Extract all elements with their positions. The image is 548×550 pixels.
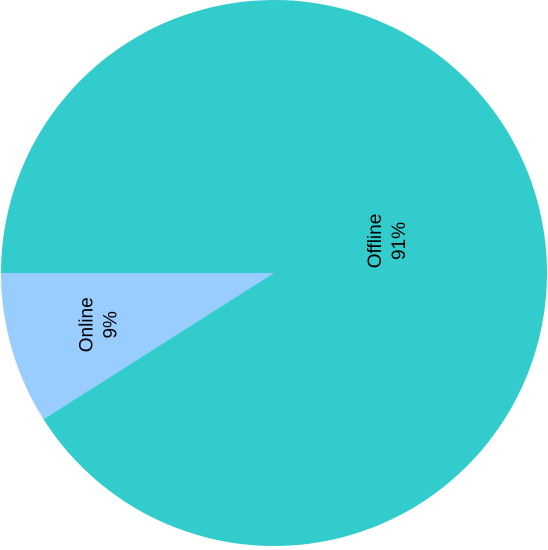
slice-name: Online bbox=[77, 297, 98, 352]
pie-labels: Online 9% Offline 91% bbox=[77, 214, 410, 353]
slice-percent: 91% bbox=[389, 222, 410, 260]
pie-slice-online bbox=[1, 273, 274, 420]
pie-label-online: Online 9% bbox=[77, 297, 122, 352]
slice-name: Offline bbox=[365, 214, 386, 269]
pie-label-offline: Offline 91% bbox=[365, 214, 410, 269]
slice-percent: 9% bbox=[101, 311, 122, 339]
